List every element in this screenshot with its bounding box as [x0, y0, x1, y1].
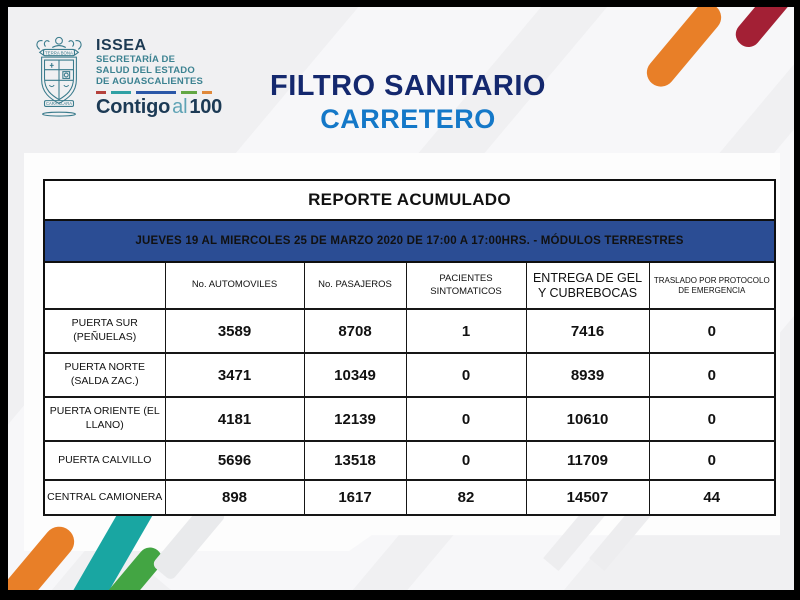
value-cell: 1617 — [303, 479, 407, 516]
value-cell: 3589 — [164, 308, 305, 354]
row-label: PUERTA NORTE (SALDA ZAC.) — [43, 352, 166, 398]
col-header-empty — [43, 261, 166, 310]
row-label-line: CENTRAL CAMIONERA — [47, 490, 163, 503]
table-row-central-camionera: CENTRAL CAMIONERA 898 1617 82 14507 44 — [43, 479, 776, 516]
value-cell: 10610 — [525, 396, 650, 442]
report-period-bar: JUEVES 19 AL MIERCOLES 25 DE MARZO 2020 … — [42, 219, 777, 263]
shield-top-banner: TERRA BONA — [45, 50, 73, 55]
value-cell: 12139 — [303, 396, 407, 442]
value-cell: 0 — [405, 440, 527, 481]
value-cell: 0 — [648, 308, 776, 354]
row-label-line: PUERTA SUR — [71, 317, 138, 330]
dash-blue — [136, 91, 176, 94]
org-name-line-3: DE AGUASCALIENTES — [96, 76, 204, 87]
value-cell: 82 — [405, 479, 527, 516]
value-cell: 0 — [648, 396, 776, 442]
slide-background: TERRA BONA CARA CLARA ISSEA SECRETARÍA D… — [8, 7, 794, 590]
dash-red — [96, 91, 106, 94]
value-cell: 8708 — [303, 308, 407, 354]
value-cell: 3471 — [164, 352, 305, 398]
slogan-contigo: Contigo — [96, 96, 171, 118]
col-header-sintomaticos: PACIENTES SINTOMATICOS — [405, 261, 527, 310]
row-label-line: (SALDA ZAC.) — [70, 375, 139, 387]
row-label-line: (PEÑUELAS) — [73, 331, 137, 343]
brand-separator-dashes — [96, 91, 222, 94]
value-cell: 1 — [405, 308, 527, 354]
table-row-puerta-calvillo: PUERTA CALVILLO 5696 13518 0 11709 0 — [43, 440, 776, 481]
value-cell: 0 — [648, 352, 776, 398]
value-cell: 0 — [648, 440, 776, 481]
slogan-al: al — [172, 96, 188, 118]
col-header-gel-cubrebocas: ENTREGA DE GEL Y CUBREBOCAS — [525, 261, 650, 310]
table-row-puerta-norte: PUERTA NORTE (SALDA ZAC.) 3471 10349 0 8… — [43, 352, 776, 398]
value-cell: 4181 — [164, 396, 305, 442]
value-cell: 8939 — [525, 352, 650, 398]
row-label-line: PUERTA CALVILLO — [58, 453, 152, 466]
page-title: FILTRO SANITARIO CARRETERO — [238, 69, 578, 136]
row-label: PUERTA SUR (PEÑUELAS) — [43, 308, 166, 354]
title-line-1: FILTRO SANITARIO — [270, 70, 546, 102]
value-cell: 44 — [648, 479, 776, 516]
report-title: REPORTE ACUMULADO — [42, 179, 777, 221]
logo-text-block: ISSEA SECRETARÍA DE SALUD DEL ESTADO DE … — [96, 33, 222, 119]
issea-logo: TERRA BONA CARA CLARA ISSEA SECRETARÍA D… — [30, 33, 222, 119]
value-cell: 898 — [164, 479, 305, 516]
row-label: PUERTA ORIENTE (EL LLANO) — [43, 396, 166, 442]
value-cell: 10349 — [303, 352, 407, 398]
row-label-line: PUERTA NORTE — [64, 361, 146, 374]
row-label-line: LLANO) — [85, 419, 124, 431]
dash-orange — [202, 91, 212, 94]
value-cell: 7416 — [525, 308, 650, 354]
value-cell: 13518 — [303, 440, 407, 481]
title-line-2: CARRETERO — [320, 104, 496, 134]
brand-slogan: Contigo al 100 — [96, 96, 222, 119]
value-cell: 11709 — [525, 440, 650, 481]
coat-of-arms-icon: TERRA BONA CARA CLARA — [36, 36, 82, 117]
shield-bottom-banner: CARA CLARA — [46, 101, 72, 106]
org-name-line-2: SALUD DEL ESTADO — [96, 65, 195, 76]
col-header-traslado: TRASLADO POR PROTOCOLO DE EMERGENCIA — [648, 261, 776, 310]
row-label: CENTRAL CAMIONERA — [43, 479, 166, 516]
value-cell: 5696 — [164, 440, 305, 481]
row-label-line: PUERTA ORIENTE (EL — [49, 405, 160, 418]
col-header-automoviles: No. AUTOMOVILES — [164, 261, 305, 310]
org-name-line-1: SECRETARÍA DE — [96, 54, 176, 65]
dash-green — [181, 91, 197, 94]
table-row-puerta-sur: PUERTA SUR (PEÑUELAS) 3589 8708 1 7416 0 — [43, 308, 776, 354]
value-cell: 14507 — [525, 479, 650, 516]
value-cell: 0 — [405, 352, 527, 398]
org-acronym: ISSEA — [96, 37, 147, 54]
value-cell: 0 — [405, 396, 527, 442]
report-table: REPORTE ACUMULADO JUEVES 19 AL MIERCOLES… — [42, 179, 777, 516]
dash-teal — [111, 91, 131, 94]
col-header-pasajeros: No. PASAJEROS — [303, 261, 407, 310]
row-label: PUERTA CALVILLO — [43, 440, 166, 481]
slogan-100: 100 — [189, 96, 223, 118]
table-row-puerta-oriente: PUERTA ORIENTE (EL LLANO) 4181 12139 0 1… — [43, 396, 776, 442]
